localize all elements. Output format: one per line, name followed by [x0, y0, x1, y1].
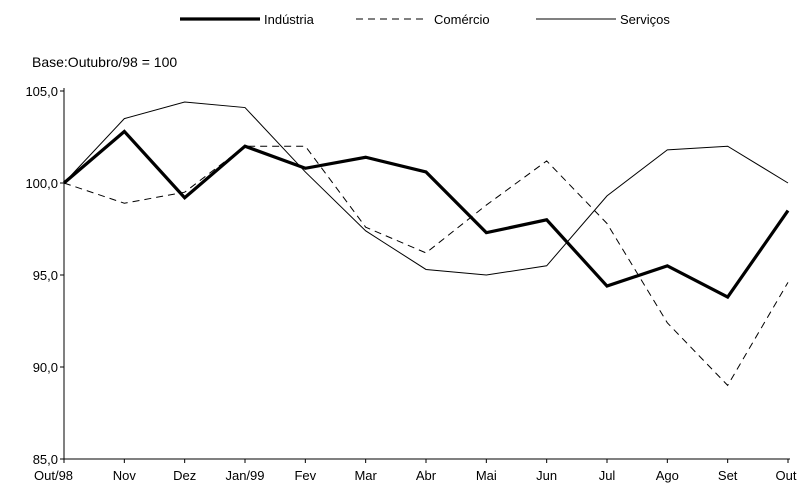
series-line-2: [63, 101, 789, 276]
x-tick-label: Mar: [354, 468, 377, 483]
legend-label: Serviços: [620, 12, 670, 27]
axes: 85,0 90,0 95,0 100,0 105,0 Out/98 Nov Dez Jan/99…: [25, 84, 796, 483]
y-tick-label: 100,0: [25, 176, 58, 191]
x-tick-label: Set: [718, 468, 738, 483]
legend: Indústria Comércio Serviços: [180, 12, 670, 27]
series-line-0: [62, 129, 790, 300]
legend-label: Comércio: [434, 12, 490, 27]
y-tick-label: 95,0: [33, 268, 58, 283]
x-tick-label: Ago: [656, 468, 679, 483]
x-tick-label: Mai: [476, 468, 497, 483]
y-tick-label: 85,0: [33, 452, 58, 467]
x-tick-label: Dez: [173, 468, 196, 483]
y-tick-label: 105,0: [25, 84, 58, 99]
x-tick-label: Fev: [294, 468, 316, 483]
x-tick-label: Jul: [599, 468, 616, 483]
y-tick-label: 90,0: [33, 360, 58, 375]
x-tick-label: Jan/99: [225, 468, 264, 483]
x-tick-label: Nov: [113, 468, 137, 483]
x-tick-label: Out/98: [34, 468, 73, 483]
series-line-1: [63, 145, 789, 387]
x-tick-label: Abr: [416, 468, 437, 483]
base-note: Base:Outubro/98 = 100: [32, 54, 177, 70]
x-tick-label: Jun: [536, 468, 557, 483]
x-tick-label: Out: [776, 468, 797, 483]
legend-label: Indústria: [264, 12, 315, 27]
series-layer: [62, 101, 790, 387]
